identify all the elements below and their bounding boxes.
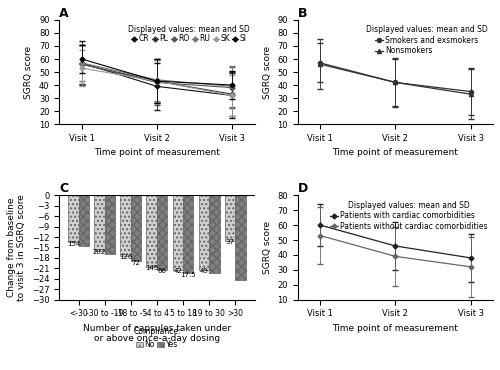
Text: B: B [298, 7, 308, 20]
Bar [131, 195, 141, 261]
Text: 154: 154 [66, 240, 80, 246]
Bar [172, 195, 183, 270]
Bar [146, 195, 157, 266]
Bar [198, 195, 209, 270]
Text: 66: 66 [158, 268, 166, 274]
Bar [209, 195, 220, 273]
Legend: Patients with cardiac comorbidities, Patients without cardiac comorbidities: Patients with cardiac comorbidities, Pat… [329, 199, 489, 232]
Text: 37: 37 [226, 239, 234, 245]
X-axis label: Time point of measurement: Time point of measurement [332, 324, 458, 333]
Text: 145: 145 [145, 265, 158, 271]
Y-axis label: SGRQ score: SGRQ score [263, 46, 272, 98]
Bar [235, 195, 246, 280]
Text: 72: 72 [132, 260, 140, 266]
Bar [157, 195, 168, 270]
X-axis label: Time point of measurement: Time point of measurement [94, 148, 220, 157]
Legend: No, Yes: No, Yes [132, 327, 182, 350]
X-axis label: Time point of measurement: Time point of measurement [332, 148, 458, 157]
Text: 17.5: 17.5 [180, 272, 196, 278]
Bar [104, 195, 115, 255]
Bar [120, 195, 131, 256]
Bar [68, 195, 78, 242]
Text: D: D [298, 182, 308, 195]
Y-axis label: SGRQ score: SGRQ score [24, 46, 34, 98]
Legend: CR, PL, RO, RU, SK, SI: CR, PL, RO, RU, SK, SI [128, 24, 250, 44]
Text: 202: 202 [93, 249, 106, 255]
Legend: Smokers and exsmokers, Nonsmokers: Smokers and exsmokers, Nonsmokers [364, 24, 489, 57]
Text: C: C [59, 182, 69, 195]
Bar [94, 195, 104, 251]
Y-axis label: Change from baseline
to visit 3 in SGRQ score: Change from baseline to visit 3 in SGRQ … [7, 194, 26, 301]
X-axis label: Number of capsules taken under
or above once-a-day dosing: Number of capsules taken under or above … [83, 324, 231, 343]
Text: 126: 126 [119, 255, 132, 260]
Bar [183, 195, 194, 273]
Bar [225, 195, 235, 240]
Text: 49: 49 [200, 268, 208, 274]
Text: 42: 42 [174, 268, 182, 274]
Y-axis label: SGRQ score: SGRQ score [263, 221, 272, 274]
Text: A: A [59, 7, 69, 20]
Bar [78, 195, 89, 246]
